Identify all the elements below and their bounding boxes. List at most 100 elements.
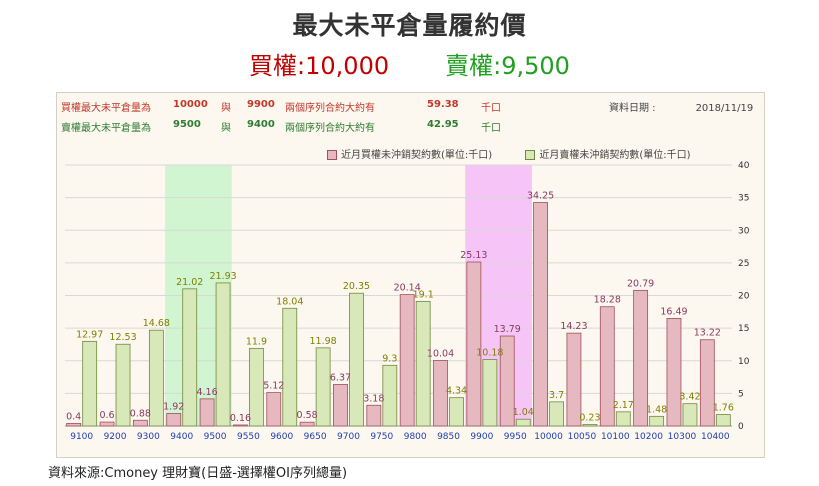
put-bar-10050 — [582, 424, 598, 427]
call-value-label: 16.49 — [660, 306, 687, 317]
data-labels: 0.4 12.97 0.6 12.53 0.88 14.68 1.92 21.02 4.16 21… — [66, 191, 734, 424]
put-bar-9300 — [148, 329, 164, 427]
call-value-label: 6.37 — [330, 372, 351, 383]
y-tick-label: 25 — [738, 259, 749, 269]
source-note: 資料來源:Cmoney 理財寶(日盛-選擇權OI序列總量) — [48, 466, 348, 481]
call-bar-10000 — [533, 202, 548, 427]
call-value-label: 14.23 — [560, 321, 587, 332]
call-bar-9700 — [333, 384, 348, 427]
bars — [66, 202, 731, 427]
put-bar-9750 — [382, 364, 398, 427]
put-value-label: 19.1 — [413, 289, 434, 300]
call-bar-9300 — [132, 419, 148, 427]
put-value-label: 1.76 — [713, 403, 734, 414]
call-bar-9650 — [299, 421, 315, 427]
call-value-label: 0.6 — [99, 410, 114, 421]
y-tick-label: 30 — [738, 226, 750, 236]
call-bar-9600 — [266, 392, 282, 427]
put-value-label: 3.42 — [679, 392, 700, 403]
x-tick-label: 9750 — [370, 432, 393, 442]
x-tick-label: 9850 — [437, 432, 460, 442]
chart-title: 最大未平倉量履約價 — [292, 11, 527, 40]
call-value-label: 34.25 — [527, 191, 554, 202]
put-value-label: 11.9 — [246, 336, 267, 347]
call-value-label: 25.13 — [460, 250, 487, 261]
put-bar-9800 — [415, 300, 431, 427]
put-value-label: 21.02 — [176, 277, 203, 288]
x-tick-label: 9950 — [504, 432, 527, 442]
legend-item-call: 近月買權未沖銷契約數(單位:千口) — [327, 146, 492, 161]
legend-swatch-put — [525, 150, 536, 160]
x-tick-label: 9900 — [470, 432, 493, 442]
put-value-label: 9.3 — [382, 353, 397, 364]
put-bar-10300 — [682, 403, 698, 427]
x-tick-label: 10200 — [634, 432, 663, 442]
put-bar-10200 — [649, 415, 665, 427]
y-tick-label: 35 — [738, 194, 749, 204]
put-value-label: 20.35 — [343, 281, 370, 292]
call-bar-9500 — [199, 398, 215, 427]
put-bar-9550 — [249, 347, 264, 427]
y-tick-label: 10 — [738, 357, 750, 367]
call-summary-unit: 千口 — [481, 103, 501, 114]
x-axis: 9100 9200 9300 9400 9500 9550 9600 9650 9700 9750… — [70, 432, 730, 442]
call-value-label: 20.79 — [627, 278, 654, 289]
chart-subtitle: 買權:10,000 賣權:9,500 — [0, 46, 819, 81]
data-date: 資料日期 : 2018/11/19 — [609, 99, 753, 114]
call-bar-10400 — [699, 339, 715, 427]
chart-legend: 近月買權未沖銷契約數(單位:千口) 近月賣權未沖銷契約數(單位:千口) — [327, 146, 691, 161]
put-value-label: 4.34 — [446, 386, 467, 397]
call-summary-and: 與 — [221, 103, 231, 114]
call-summary-amount: 59.38 — [427, 99, 459, 110]
put-summary-unit: 千口 — [481, 123, 501, 134]
call-value-label: 0.4 — [66, 411, 81, 422]
call-bar-9400 — [166, 413, 182, 427]
put-bar-10100 — [615, 411, 631, 427]
put-value-label: 2.17 — [613, 400, 634, 411]
call-value-label: 20.14 — [394, 283, 421, 294]
call-value-label: 0.58 — [297, 410, 318, 421]
bar-chart: 0.4 12.97 0.6 12.53 0.88 14.68 1.92 21.02 4.16 21… — [65, 161, 750, 442]
legend-label-call: 近月買權未沖銷契約數(單位:千口) — [341, 150, 493, 161]
call-bar-9900 — [466, 261, 482, 427]
x-tick-label: 9500 — [204, 432, 227, 442]
put-value-label: 12.97 — [76, 329, 103, 340]
put-bar-9900 — [482, 359, 498, 427]
y-tick-label: 40 — [738, 161, 750, 171]
call-value-label: 4.16 — [196, 387, 217, 398]
legend-item-put: 近月賣權未沖銷契約數(單位:千口) — [525, 146, 691, 161]
x-tick-label: 9700 — [337, 432, 360, 442]
x-tick-label: 9400 — [170, 432, 193, 442]
put-bar-9500 — [215, 282, 231, 427]
call-value-label: 0.16 — [230, 413, 251, 424]
put-summary-label: 賣權最大未平倉量為 — [61, 123, 151, 134]
call-label: 買權: — [249, 52, 306, 80]
put-bar-9200 — [115, 343, 131, 427]
put-value-label: 1.48 — [646, 404, 667, 415]
x-tick-label: 9800 — [404, 432, 427, 442]
call-bar-9850 — [433, 360, 448, 427]
put-value-label: 21.93 — [209, 271, 236, 282]
call-bar-10100 — [599, 306, 615, 427]
call-value-label: 18.28 — [594, 295, 621, 306]
x-tick-label: 9300 — [137, 432, 160, 442]
y-tick-label: 5 — [738, 389, 744, 399]
put-bar-10000 — [549, 401, 564, 427]
call-bar-9950 — [499, 335, 515, 427]
x-tick-label: 9200 — [104, 432, 127, 442]
call-value-label: 3.18 — [363, 393, 384, 404]
call-value-label: 13.79 — [494, 324, 521, 335]
call-summary-value1: 10000 — [173, 99, 208, 110]
put-label: 賣權: — [445, 52, 502, 80]
data-date-value: 2018/11/19 — [695, 103, 754, 114]
put-bar-9100 — [82, 340, 98, 427]
put-bar-9850 — [449, 397, 464, 427]
put-value-label: 12.53 — [109, 332, 136, 343]
call-bar-9800 — [399, 294, 415, 427]
put-summary-desc: 兩個序列合約大約有 — [285, 123, 375, 134]
put-bar-9600 — [282, 307, 298, 427]
x-tick-label: 10100 — [601, 432, 630, 442]
data-date-label: 資料日期 : — [609, 103, 656, 114]
x-tick-label: 9600 — [270, 432, 293, 442]
y-tick-label: 0 — [738, 422, 744, 432]
